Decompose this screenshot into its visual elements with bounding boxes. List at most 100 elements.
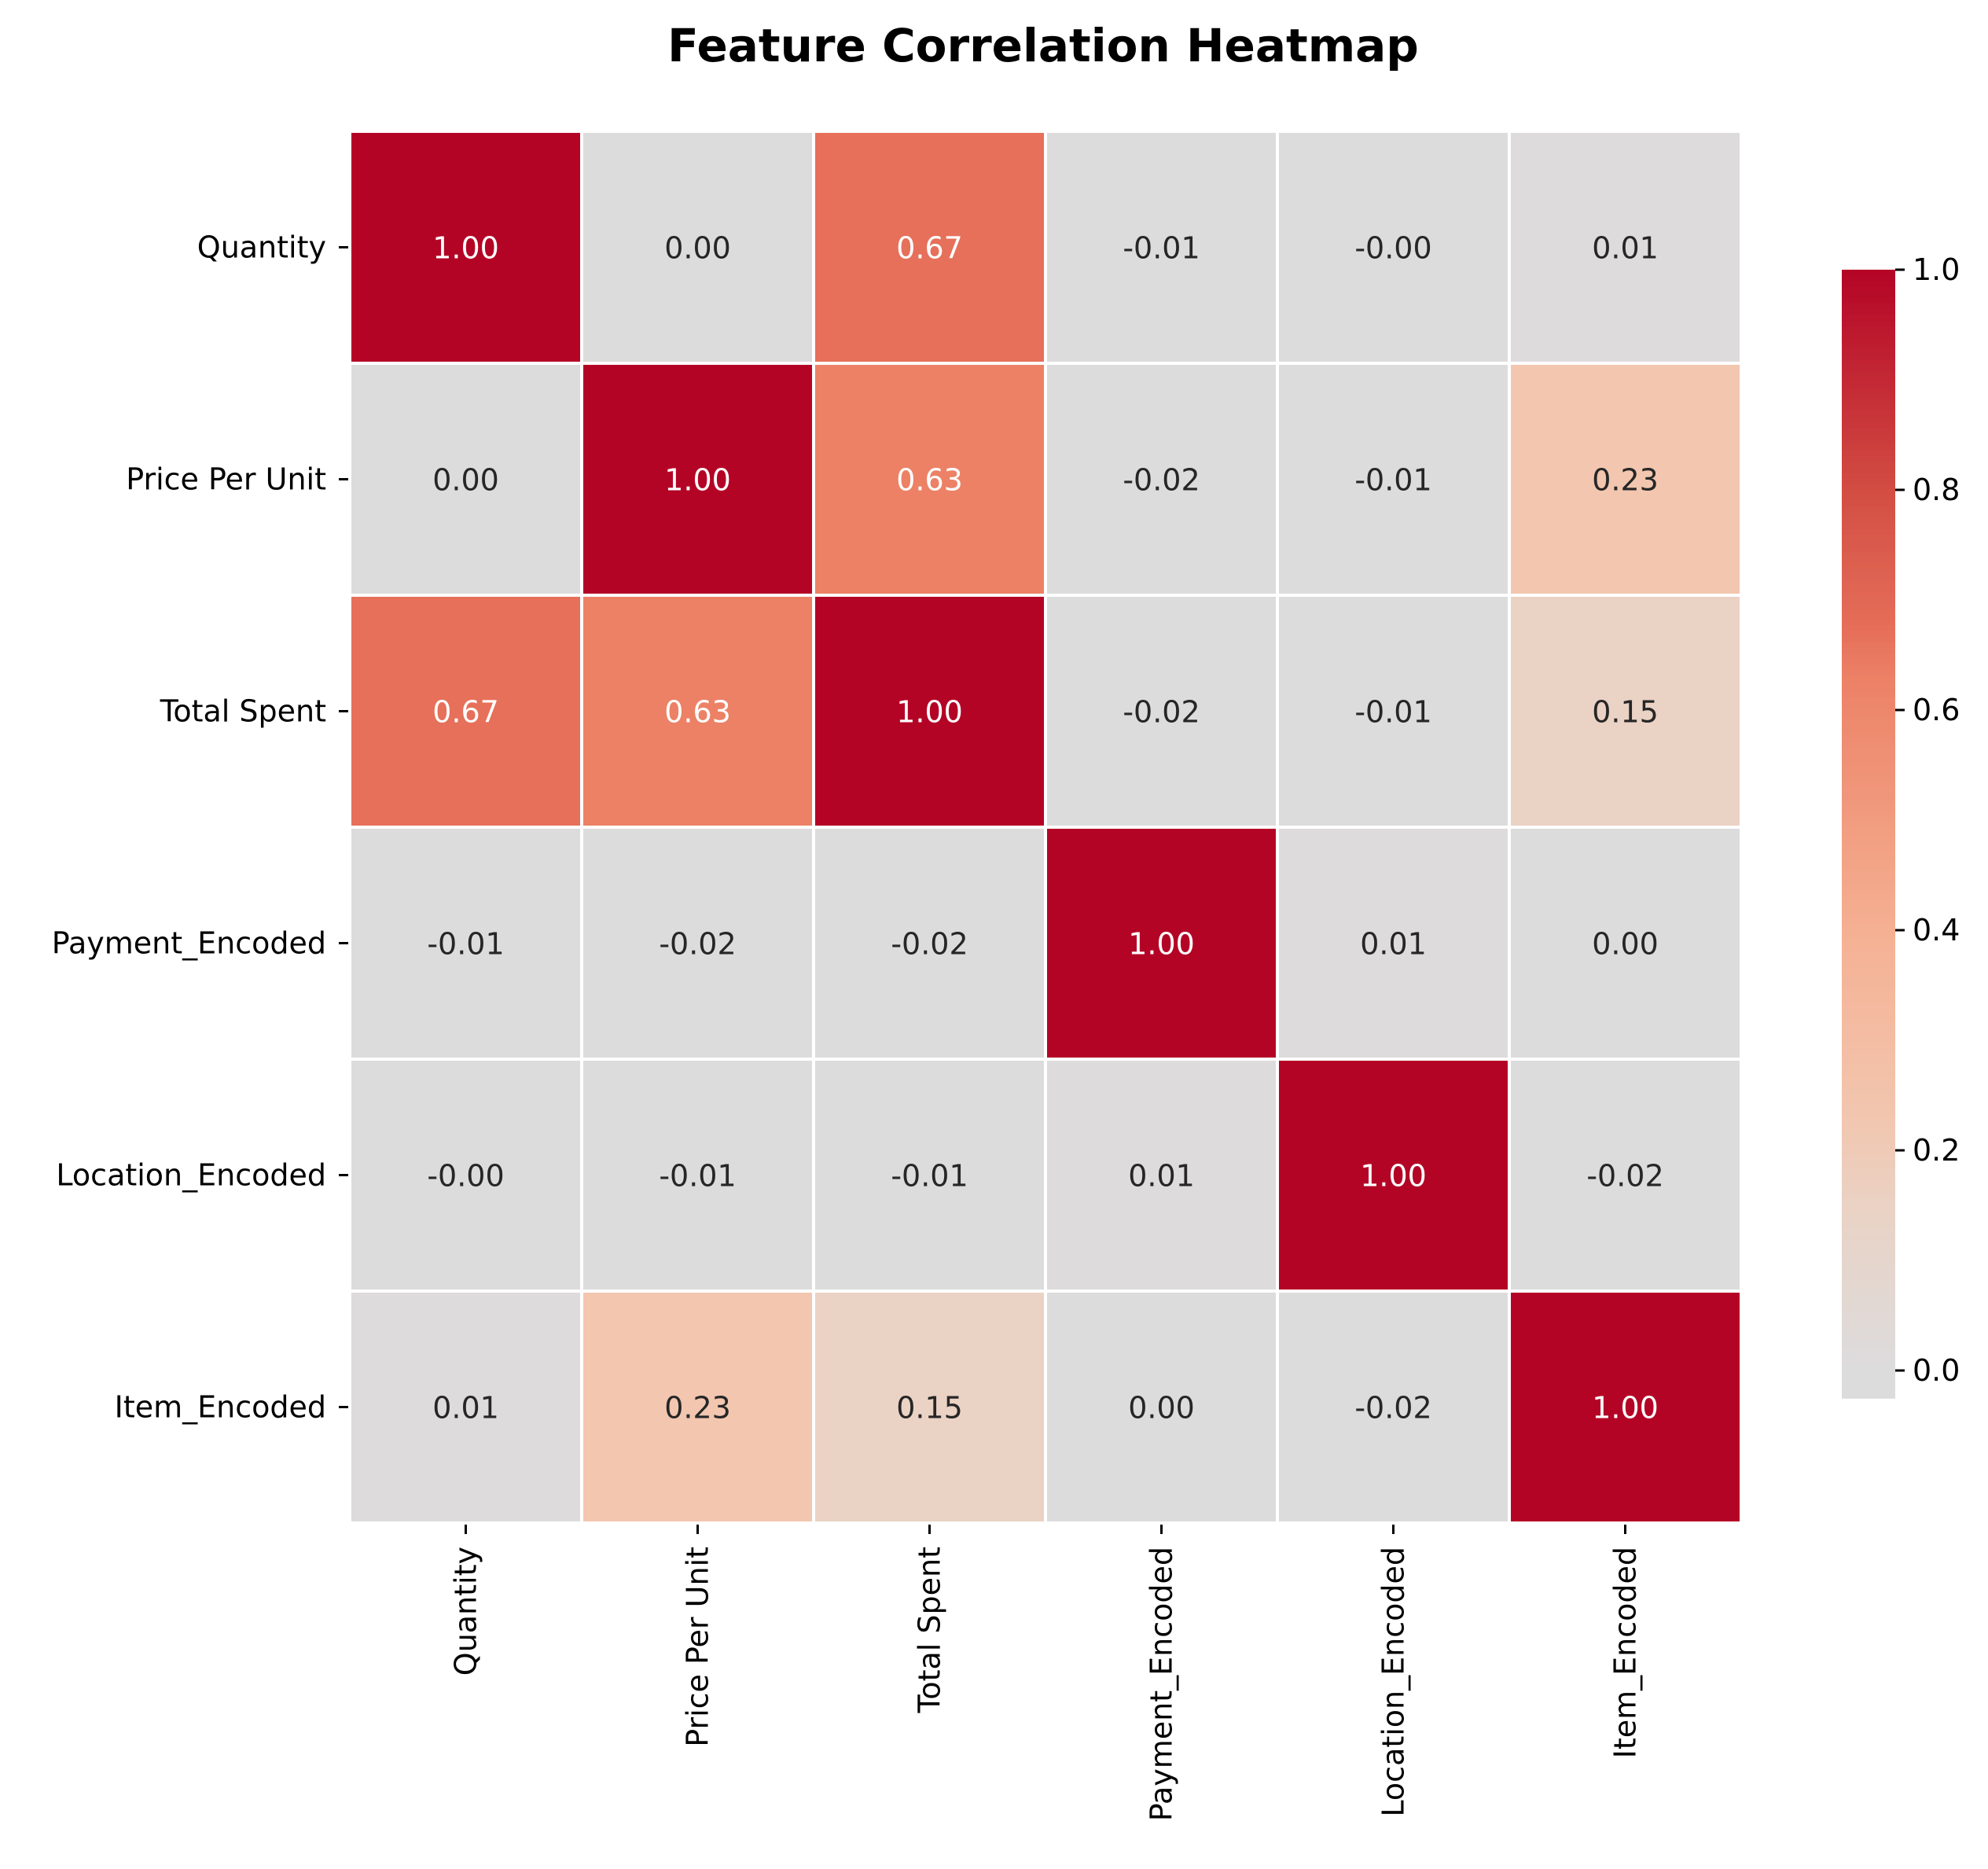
colorbar-segment (1842, 1048, 1895, 1055)
colorbar-segment (1842, 732, 1895, 739)
heatmap-cell (812, 130, 1047, 365)
colorbar-segment (1842, 473, 1895, 480)
colorbar-segment (1842, 1003, 1895, 1010)
colorbar-segment (1842, 461, 1895, 468)
x-tick-label: Item_Encoded (1608, 1547, 1643, 1758)
cell-value-label: 1.00 (1360, 1159, 1427, 1194)
row-labels: Quantity Price Per Unit Total Spent Payment… (52, 230, 348, 1425)
colorbar-segment (1842, 816, 1895, 823)
heatmap-cell (348, 362, 583, 597)
cell-value-label: 0.15 (1592, 695, 1659, 730)
cell-value-label: -0.01 (1354, 463, 1431, 498)
colorbar-segment (1842, 619, 1895, 626)
colorbar-segment (1842, 851, 1895, 857)
cell-value-label: -0.02 (891, 927, 968, 962)
colorbar-segment (1842, 1104, 1895, 1111)
colorbar-segment (1842, 275, 1895, 282)
colorbar-segment (1842, 1082, 1895, 1089)
heatmap-cell (348, 130, 583, 365)
colorbar-segment (1842, 439, 1895, 446)
colorbar-segment (1842, 969, 1895, 976)
colorbar-segment (1842, 1370, 1895, 1377)
colorbar-segment (1842, 489, 1895, 496)
colorbar-segment (1842, 326, 1895, 333)
colorbar-segment (1842, 935, 1895, 942)
colorbar-segment (1842, 551, 1895, 558)
colorbar-segment (1842, 608, 1895, 615)
colorbar-segment (1842, 320, 1895, 327)
cell-value-label: -0.02 (1354, 1391, 1431, 1426)
colorbar-segment (1842, 1223, 1895, 1230)
heatmap-cell (1044, 826, 1279, 1061)
heatmap-cell (348, 826, 583, 1061)
colorbar-segment (1842, 929, 1895, 936)
colorbar-segment (1842, 591, 1895, 598)
colorbar-segment (1842, 1217, 1895, 1224)
colorbar-segment (1842, 760, 1895, 767)
cell-value-label: -0.01 (1123, 231, 1200, 266)
x-tick-label: Total Spent (913, 1547, 947, 1713)
colorbar-segment (1842, 681, 1895, 688)
colorbar-segment (1842, 1375, 1895, 1382)
colorbar-segment (1842, 1183, 1895, 1190)
heatmap-cell (348, 1058, 583, 1293)
colorbar-segment (1842, 517, 1895, 524)
colorbar-segment (1842, 828, 1895, 835)
heatmap-cell (580, 826, 815, 1061)
colorbar-segment (1842, 1036, 1895, 1043)
colorbar-segment (1842, 1076, 1895, 1083)
cell-value-label: -0.00 (1354, 231, 1431, 266)
colorbar-segment (1842, 1324, 1895, 1331)
colorbar-segment (1842, 1025, 1895, 1032)
colorbar-segment (1842, 1132, 1895, 1139)
colorbar-segment (1842, 478, 1895, 485)
colorbar-segment (1842, 529, 1895, 536)
colorbar-segment (1842, 997, 1895, 1004)
colorbar-segment (1842, 1138, 1895, 1145)
colorbar: 0.0 0.2 0.4 0.6 0.8 1.0 (1842, 252, 1960, 1399)
colorbar-segment (1842, 309, 1895, 316)
colorbar-segment (1842, 1166, 1895, 1173)
heatmap-cell (1508, 594, 1743, 829)
colorbar-segment (1842, 1296, 1895, 1303)
cell-value-label: -0.01 (1354, 695, 1431, 730)
colorbar-segment (1842, 1313, 1895, 1320)
colorbar-segment (1842, 1228, 1895, 1235)
colorbar-segment (1842, 1308, 1895, 1315)
colorbar-segment (1842, 844, 1895, 852)
colorbar-segment (1842, 1110, 1895, 1117)
colorbar-segment (1842, 365, 1895, 372)
heatmap-cell (1508, 826, 1743, 1061)
colorbar-segment (1842, 286, 1895, 293)
x-tick-label: Price Per Unit (681, 1547, 715, 1747)
colorbar-segment (1842, 1285, 1895, 1292)
colorbar-segment (1842, 1144, 1895, 1151)
colorbar-segment (1842, 371, 1895, 378)
colorbar-segment (1842, 359, 1895, 366)
heatmap-cell (580, 594, 815, 829)
colorbar-segment (1842, 878, 1895, 885)
colorbar-segment (1842, 856, 1895, 863)
y-tick-label: Quantity (197, 230, 326, 265)
cell-value-label: 1.00 (432, 231, 499, 266)
y-tick-label: Total Spent (160, 694, 326, 729)
cell-value-label: 0.67 (432, 695, 499, 730)
y-tick-label: Payment_Encoded (52, 926, 326, 961)
colorbar-segment (1842, 574, 1895, 581)
colorbar-segment (1842, 270, 1895, 276)
cell-value-label: 0.00 (432, 463, 499, 498)
colorbar-segment (1842, 631, 1895, 638)
column-labels: Quantity Price Per Unit Total Spent Payment… (449, 1525, 1643, 1821)
colorbar-segment (1842, 1194, 1895, 1201)
colorbar-segment (1842, 579, 1895, 587)
colorbar-segment (1842, 749, 1895, 756)
heatmap-cell (1276, 826, 1511, 1061)
colorbar-tick-label: 1.0 (1913, 252, 1960, 287)
colorbar-segment (1842, 839, 1895, 846)
colorbar-segment (1842, 1358, 1895, 1365)
colorbar-segment (1842, 388, 1895, 395)
cell-value-label: 0.00 (664, 231, 731, 266)
colorbar-segment (1842, 1347, 1895, 1354)
colorbar-segment (1842, 1319, 1895, 1326)
colorbar-segment (1842, 738, 1895, 745)
